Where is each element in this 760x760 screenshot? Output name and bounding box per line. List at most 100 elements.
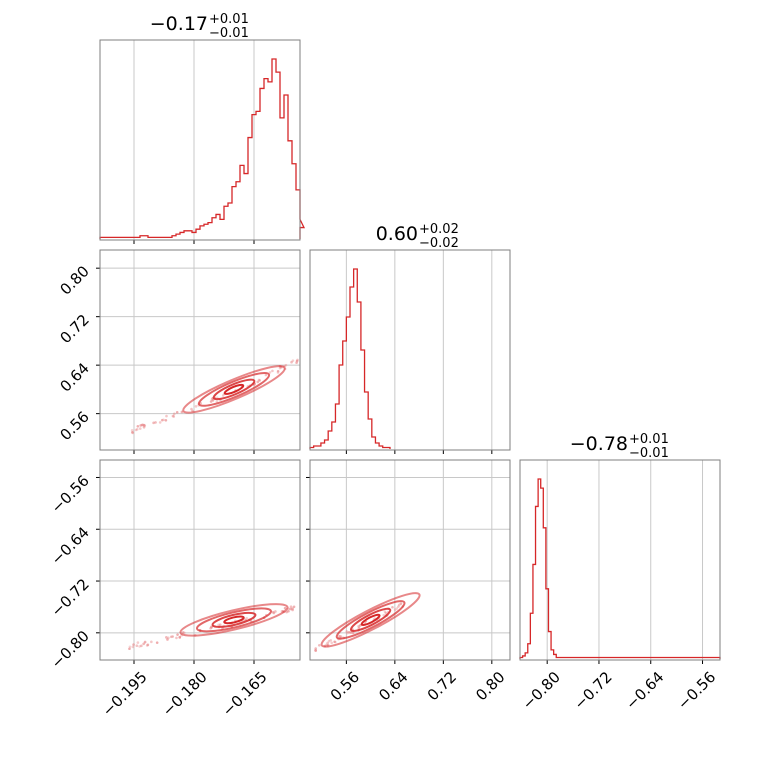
sample-point: [146, 643, 150, 647]
sample-point: [136, 641, 140, 644]
y-tick-label: 0.64: [56, 359, 92, 395]
x-tick-label: −0.165: [219, 668, 271, 720]
sample-point: [165, 414, 168, 418]
y-tick-label: 0.56: [56, 408, 92, 444]
histogram-0: [99, 58, 306, 239]
panel-frame: [519, 459, 721, 661]
title-value: 0.60: [376, 223, 418, 245]
panel-background: [100, 460, 300, 660]
sample-point: [131, 645, 135, 649]
x-tick-label: −0.195: [99, 668, 151, 720]
panel-frame: [309, 249, 511, 451]
sample-point: [175, 636, 178, 640]
x-tick-label: −0.72: [570, 668, 615, 713]
panel-1-0: [96, 249, 301, 454]
contour-level-3: [179, 603, 289, 637]
contour-level-3: [320, 592, 421, 648]
sample-point: [271, 610, 275, 614]
title-value: −0.17: [150, 13, 208, 35]
sample-point: [391, 605, 394, 609]
sample-point: [395, 607, 399, 610]
sample-point: [290, 360, 293, 364]
sample-point: [166, 638, 169, 641]
sample-point: [131, 431, 134, 434]
histogram-2: [519, 478, 721, 659]
sample-point: [264, 373, 268, 377]
contour-level-2: [335, 600, 406, 640]
sample-point: [393, 608, 397, 612]
sample-point: [284, 363, 288, 367]
title-err-plus: +0.01: [209, 12, 249, 27]
x-tick-label: 0.64: [375, 668, 411, 704]
sample-point: [274, 610, 277, 613]
sample-point: [215, 400, 219, 403]
scatter-layer: [130, 358, 299, 435]
sample-point: [172, 415, 176, 418]
sample-point: [178, 636, 182, 639]
sample-point: [135, 428, 139, 431]
sample-point: [314, 647, 318, 650]
sample-point: [345, 630, 349, 633]
sample-point: [329, 638, 333, 642]
sample-point: [243, 618, 247, 622]
sample-point: [209, 626, 212, 630]
panel-2-1: [306, 459, 511, 664]
title-err-minus: −0.01: [209, 26, 249, 41]
contour-level-1: [211, 611, 257, 628]
sample-point: [276, 369, 280, 373]
sample-point: [337, 634, 341, 638]
panel-0-0: [99, 39, 306, 244]
x-tick-label: 0.56: [327, 668, 363, 704]
contour-level-3: [182, 365, 286, 414]
sample-point: [128, 647, 131, 651]
sample-point: [209, 625, 213, 629]
sample-point: [190, 407, 193, 411]
sample-point: [131, 431, 134, 435]
panel-background: [310, 250, 510, 450]
contour-level-1: [349, 607, 392, 632]
sample-point: [333, 640, 336, 644]
sample-point: [397, 605, 400, 608]
panel-background: [100, 250, 300, 450]
sample-point: [175, 410, 179, 414]
sample-point: [128, 645, 132, 649]
sample-point: [326, 641, 329, 645]
sample-point: [289, 607, 292, 611]
sample-point: [339, 635, 343, 638]
sample-point: [172, 412, 176, 416]
title-1: 0.60 +0.02−0.02: [376, 222, 459, 251]
sample-point: [167, 636, 170, 640]
sample-point: [211, 399, 215, 402]
title-err-plus: +0.02: [419, 222, 459, 237]
scatter-layer: [128, 603, 296, 651]
title-value: −0.78: [570, 433, 628, 455]
y-tick-label: 0.72: [56, 311, 92, 347]
scatter-layer: [314, 592, 421, 652]
contour-level-0: [360, 613, 381, 626]
sample-point: [292, 605, 296, 609]
panel-background: [520, 460, 720, 660]
contour-level-0: [223, 383, 245, 395]
sample-point: [338, 635, 342, 638]
sample-point: [283, 606, 287, 610]
contour-level-0: [223, 615, 245, 625]
title-err-plus: +0.01: [629, 432, 669, 447]
sample-point: [132, 643, 135, 646]
sample-point: [271, 369, 274, 373]
sample-point: [209, 400, 213, 403]
panel-2-0: [96, 459, 301, 664]
x-tick-label: 0.72: [424, 668, 460, 704]
sample-point: [399, 602, 403, 605]
sample-point: [154, 421, 157, 424]
sample-point: [194, 405, 198, 408]
sample-point: [357, 625, 361, 628]
sample-point: [314, 649, 318, 652]
y-tick-label: −0.80: [48, 627, 93, 672]
sample-point: [142, 425, 146, 429]
title-err-minus: −0.02: [419, 236, 459, 251]
contour-level-2: [195, 607, 273, 633]
sample-point: [155, 641, 159, 644]
title-err-minus: −0.01: [629, 446, 669, 461]
sample-point: [382, 613, 386, 617]
